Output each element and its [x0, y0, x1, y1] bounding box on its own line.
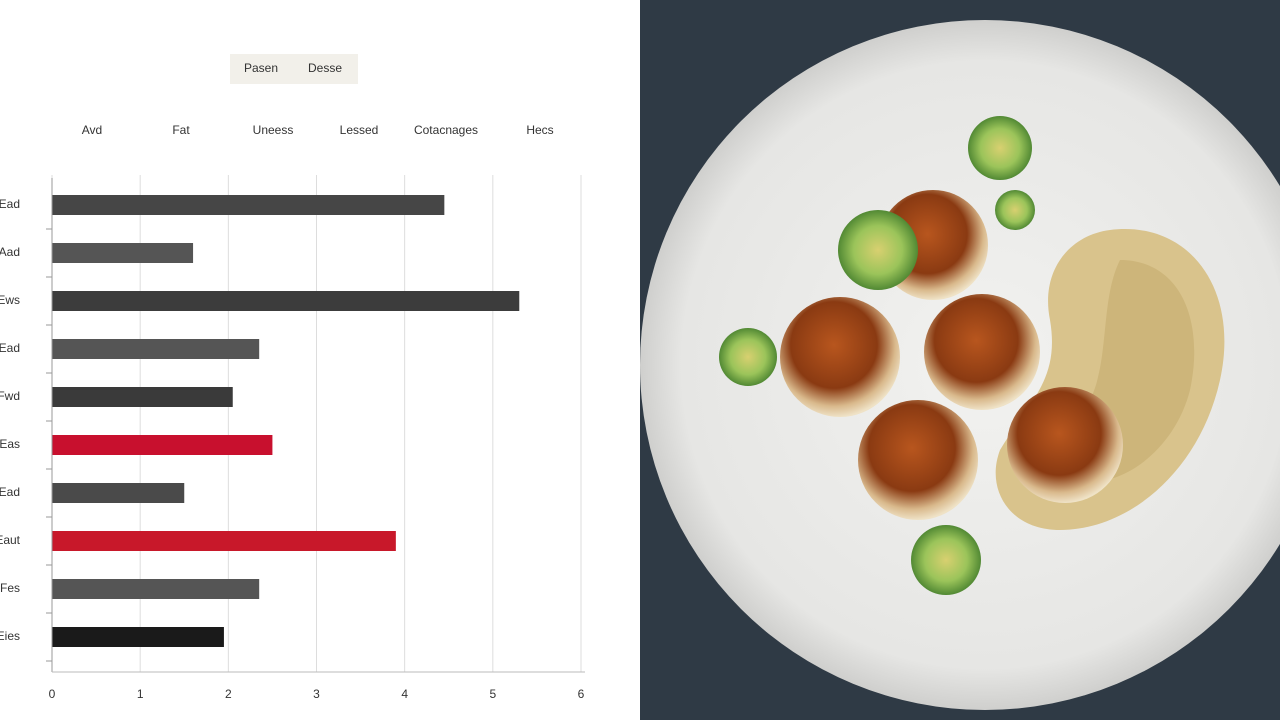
bar — [52, 195, 445, 215]
x-tick-label: 4 — [401, 687, 408, 701]
bar — [52, 291, 520, 311]
legend-label: Pasen — [244, 61, 278, 75]
x-tick-label: 0 — [49, 687, 56, 701]
x-tick-label: 6 — [578, 687, 585, 701]
bar — [52, 339, 260, 359]
x-tick-label: 2 — [225, 687, 232, 701]
legend-box — [230, 54, 358, 84]
y-tick-label: Fwd — [0, 389, 20, 403]
sprout — [995, 190, 1035, 230]
y-tick-label: Ead — [0, 341, 20, 355]
bar — [52, 483, 185, 503]
legend-label: Desse — [308, 61, 342, 75]
sprout — [838, 210, 918, 290]
column-header: Hecs — [526, 123, 553, 137]
bar — [52, 627, 224, 647]
y-tick-label: Fes — [0, 581, 20, 595]
y-tick-label: Eas — [0, 437, 20, 451]
y-tick-label: Eies — [0, 629, 20, 643]
chart-panel — [0, 0, 640, 720]
column-header: Lessed — [340, 123, 379, 137]
x-tick-label: 5 — [489, 687, 496, 701]
x-tick-label: 1 — [137, 687, 144, 701]
sprout — [911, 525, 981, 595]
y-tick-label: Ews — [0, 293, 20, 307]
scallop — [858, 400, 978, 520]
y-tick-label: Aad — [0, 245, 20, 259]
column-header: Fat — [172, 123, 190, 137]
scallop — [1007, 387, 1123, 503]
scallop — [780, 297, 900, 417]
bar — [52, 243, 194, 263]
bar — [52, 387, 233, 407]
bar — [52, 531, 396, 551]
y-tick-label: Ead — [0, 485, 20, 499]
column-header: Uneess — [253, 123, 294, 137]
scallop — [924, 294, 1040, 410]
column-header: Cotacnages — [414, 123, 478, 137]
column-header: Avd — [82, 123, 102, 137]
y-tick-label: Ead — [0, 197, 20, 211]
sprout — [968, 116, 1032, 180]
bar — [52, 579, 260, 599]
sprout — [719, 328, 777, 386]
x-tick-label: 3 — [313, 687, 320, 701]
bar — [52, 435, 273, 455]
y-tick-label: Eaut — [0, 533, 21, 547]
